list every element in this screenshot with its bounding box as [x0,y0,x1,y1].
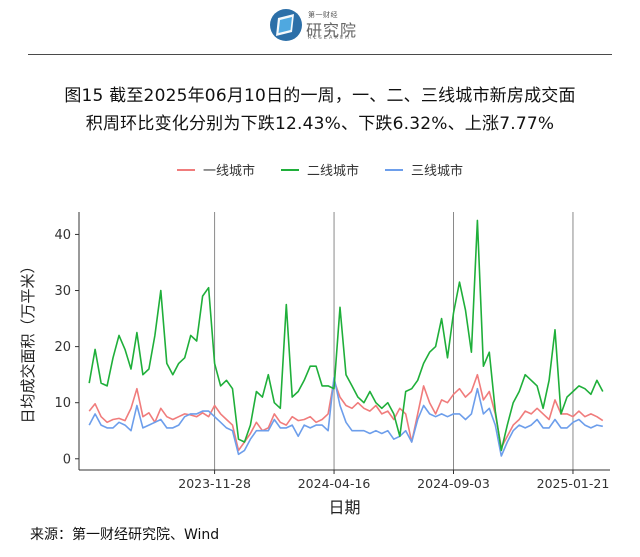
logo-name-text: 研究院 [306,21,358,40]
x-tick-label: 2025-01-21 [537,476,610,491]
legend-label-tier2: 二线城市 [306,164,359,179]
legend-swatch-tier2 [280,168,299,171]
y-tick-label: 10 [54,396,71,411]
source-note: 来源：第一财经研究院、Wind [30,527,220,543]
legend-item-tier3: 三线城市 [385,160,463,179]
legend-label-tier3: 三线城市 [411,164,464,179]
series-line-tier3 [88,376,603,457]
x-tick-label: 2023-11-28 [178,476,251,491]
legend-swatch-tier1 [176,168,195,171]
legend-item-tier1: 一线城市 [176,160,255,179]
y-tick-label: 0 [63,452,71,467]
x-axis-title: 日期 [328,498,360,517]
header-divider [28,54,612,55]
figure-title-line-2: 积周环比变化分别为下跌12.43%、下跌6.32%、上涨7.77% [85,114,555,134]
x-tick-label: 2024-04-16 [298,476,371,491]
logo-mark-icon [270,9,302,41]
y-tick-label: 40 [54,228,71,243]
y-tick-label: 20 [54,340,71,355]
legend-label-tier1: 一线城市 [202,164,255,179]
series-line-tier1 [88,373,604,452]
series-line-tier2 [88,219,604,452]
y-axis-title: 日均成交面积（万平米） [19,258,37,423]
figure-title: 图15 截至2025年06月10日的一周，一、二、三线城市新房成交面 积周环比变… [0,82,640,138]
chart-legend: 一线城市 二线城市 三线城市 [0,160,640,179]
x-tick-label: 2024-09-03 [417,476,490,491]
figure-title-line-1: 图15 截至2025年06月10日的一周，一、二、三线城市新房成交面 [64,86,576,106]
legend-item-tier2: 二线城市 [280,160,359,179]
legend-swatch-tier3 [385,168,403,171]
logo-en-text: RESEARCH [308,35,351,41]
brand-logo: 第一财经 研究院 RESEARCH [268,6,378,44]
line-chart: 0 10 20 30 40 2023-11-28 2024-04-16 2024-09-03 2… [19,212,610,517]
logo-cn-text: 第一财经 [308,11,338,19]
y-tick-label: 30 [54,284,71,299]
